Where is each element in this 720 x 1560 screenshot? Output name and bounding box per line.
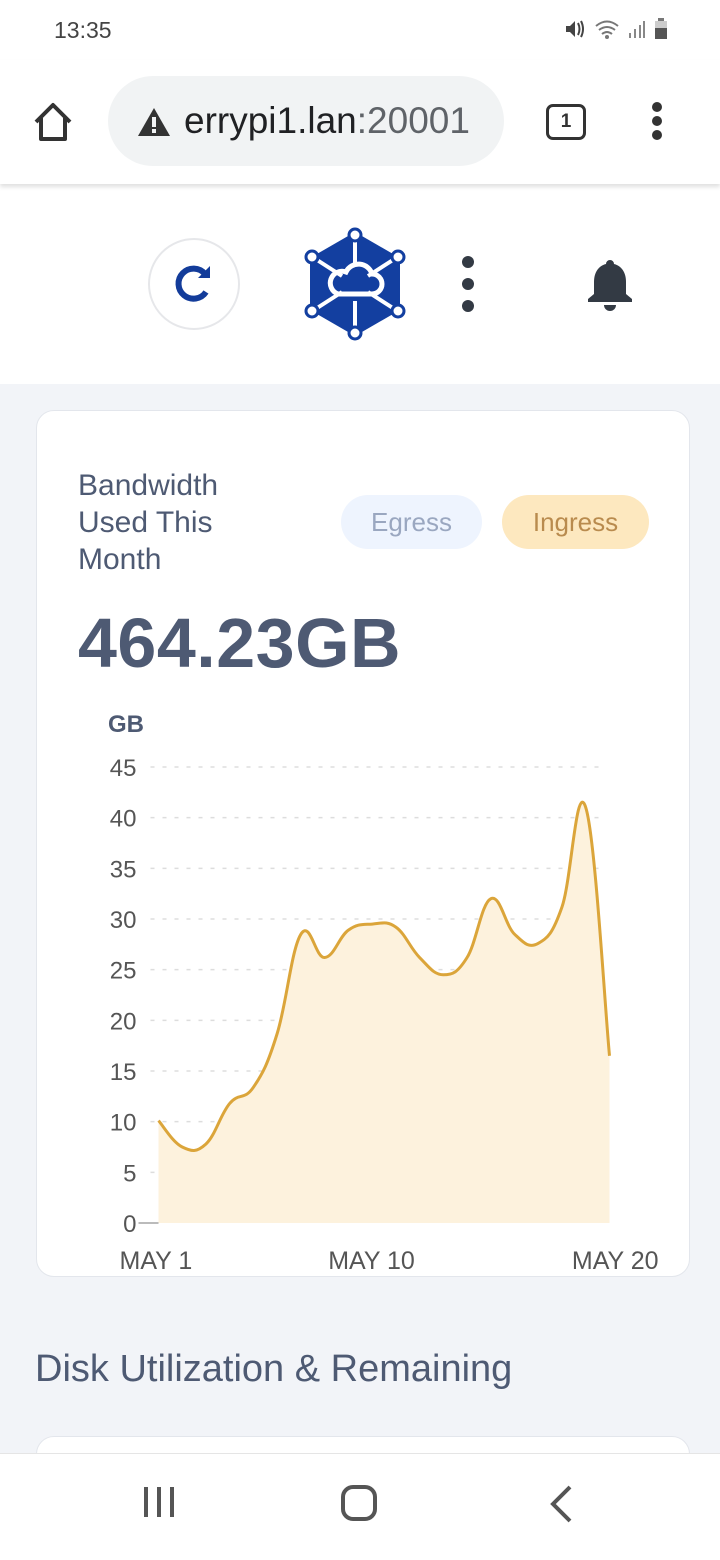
status-time: 13:35 <box>54 17 112 43</box>
back-button[interactable] <box>548 1484 574 1529</box>
app-menu-icon[interactable] <box>458 254 478 314</box>
mute-icon <box>566 20 584 38</box>
browser-toolbar: errypi1.lan:20001 1 <box>0 60 720 184</box>
url-port: :20001 <box>356 100 470 141</box>
home-icon[interactable] <box>32 102 74 142</box>
storj-logo <box>304 227 406 341</box>
android-nav-bar <box>0 1453 720 1560</box>
address-bar[interactable]: errypi1.lan:20001 <box>108 76 504 166</box>
home-nav-button[interactable] <box>340 1484 378 1527</box>
x-tick-label: MAY 20 <box>572 1247 659 1275</box>
ingress-line <box>157 800 611 1152</box>
bandwidth-title: Bandwidth Used This Month <box>78 469 219 576</box>
x-tick-label: MAY 1 <box>120 1247 193 1275</box>
refresh-icon <box>175 265 210 302</box>
battery-icon <box>655 18 667 39</box>
x-tick-label: MAY 10 <box>328 1247 415 1275</box>
recent-apps-icon <box>144 1487 174 1517</box>
y-tick-label: 25 <box>110 958 137 985</box>
url-host: errypi1.lan <box>184 100 357 141</box>
y-tick-label: 20 <box>110 1008 137 1035</box>
y-tick-label: 0 <box>123 1211 136 1238</box>
y-tick-label: 15 <box>110 1059 137 1086</box>
status-bar: 13:35 <box>0 0 720 60</box>
y-tick-label: 40 <box>110 806 137 833</box>
ingress-toggle-button[interactable]: Ingress <box>502 495 649 549</box>
url-text[interactable]: errypi1.lan:20001 <box>184 100 470 142</box>
bandwidth-chart: GB 0 5 10 15 20 25 30 35 40 45 MAY 1 MAY 10 MAY 20 <box>108 711 659 1275</box>
signal-icon <box>629 21 645 38</box>
warning-icon[interactable] <box>136 106 172 138</box>
app-header <box>0 184 720 384</box>
y-tick-label: 45 <box>110 755 137 782</box>
ingress-area <box>158 802 610 1223</box>
back-icon <box>550 1485 572 1523</box>
home-nav-icon <box>341 1485 377 1521</box>
y-axis-label: GB <box>108 711 144 738</box>
y-tick-label: 35 <box>110 856 137 883</box>
tab-switcher-button[interactable]: 1 <box>546 104 586 140</box>
refresh-button[interactable] <box>148 238 240 330</box>
notifications-bell-icon[interactable] <box>586 258 634 312</box>
y-tick-label: 5 <box>123 1160 136 1187</box>
y-tick-label: 10 <box>110 1110 137 1137</box>
bandwidth-card: Bandwidth Used This Month Egress Ingress… <box>36 410 690 1277</box>
egress-toggle-button[interactable]: Egress <box>341 495 482 549</box>
browser-menu-icon[interactable] <box>650 101 664 141</box>
bandwidth-total: 464.23GB <box>78 604 402 682</box>
wifi-icon <box>595 20 619 39</box>
y-tick-label: 30 <box>110 907 137 934</box>
recent-apps-button[interactable] <box>141 1484 177 1525</box>
disk-section-title: Disk Utilization & Remaining <box>35 1348 513 1390</box>
